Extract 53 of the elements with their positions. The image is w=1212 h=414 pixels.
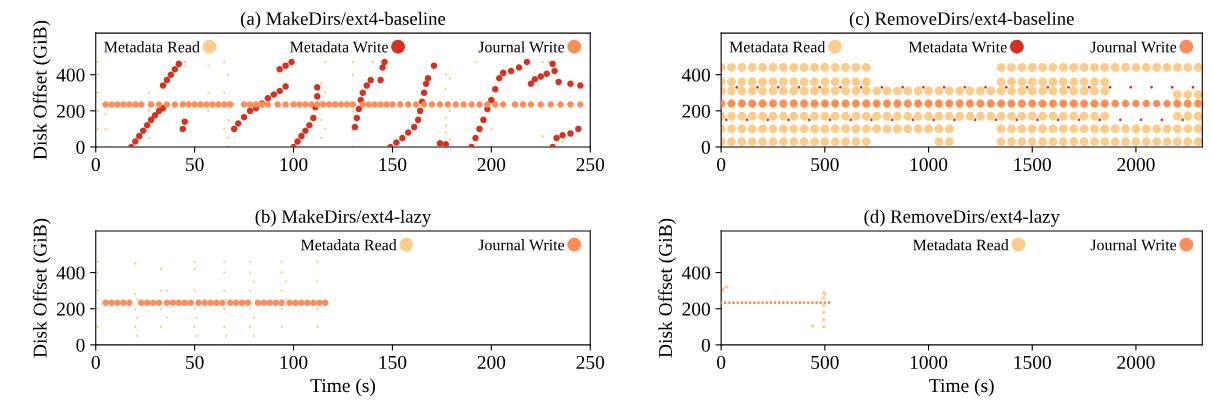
y-tick-label: 400 [681,266,710,280]
y-tick-label: 200 [682,302,710,316]
y-tick-label: 200 [57,104,85,118]
y-tick-label: 400 [681,68,710,82]
x-tick-label: 1500 [1014,157,1051,172]
chart-title: (c) RemoveDirs/ext4-baseline [849,11,1074,29]
x-tick-label: 500 [811,157,839,172]
x-tick-label: 100 [280,157,308,172]
x-tick-label: 500 [811,355,839,369]
x-tick-label: 50 [186,157,204,172]
x-tick-label: 0 [717,157,726,172]
y-axis-title: Disk Offset (GiB) [32,218,51,358]
x-tick-label: 150 [379,355,407,369]
x-tick-label: 2000 [1117,157,1155,172]
x-tick-label: 1000 [910,355,948,369]
x-tick-label: 150 [379,157,407,172]
y-tick-label: 200 [57,302,85,316]
y-tick-label: 0 [701,338,710,352]
y-axis-title: Disk Offset (GiB) [32,20,51,160]
chart-title: (b) MakeDirs/ext4-lazy [255,209,432,227]
chart-title: (a) MakeDirs/ext4-baseline [240,11,446,29]
y-tick-label: 0 [76,140,85,154]
legend-label: Metadata Read [301,239,397,251]
legend-label: Journal Write [478,239,565,251]
x-tick-label: 2000 [1117,355,1155,369]
legend-label: Metadata Read [104,41,200,53]
legend-label: Metadata Read [729,41,826,53]
legend-label: Journal Write [478,41,565,53]
x-tick-label: 250 [576,157,605,172]
legend-label: Metadata Write [908,41,1007,53]
legend-label: Journal Write [1090,239,1177,251]
legend-label: Journal Write [1090,41,1177,53]
legend-label: Metadata Read [913,239,1009,251]
legend-label: Metadata Write [290,41,388,53]
x-tick-label: 50 [186,355,204,369]
x-tick-label: 0 [91,355,100,369]
x-tick-label: 100 [280,355,308,369]
y-tick-label: 0 [76,338,85,352]
x-tick-label: 250 [576,355,605,369]
chart-title: (d) RemoveDirs/ext4-lazy [864,209,1060,227]
y-tick-label: 200 [682,104,710,118]
y-tick-label: 400 [56,68,85,82]
y-axis-title: Disk Offset (GiB) [658,218,676,358]
x-tick-label: 0 [717,355,726,369]
x-axis-title: Time (s) [929,378,994,397]
x-tick-label: 200 [477,355,506,369]
x-tick-label: 0 [91,157,100,172]
x-tick-label: 200 [477,157,506,172]
y-tick-label: 0 [701,140,710,154]
y-tick-label: 400 [56,266,85,280]
x-tick-label: 1000 [910,157,948,172]
x-axis-title: Time (s) [310,378,376,397]
x-tick-label: 1500 [1014,355,1051,369]
